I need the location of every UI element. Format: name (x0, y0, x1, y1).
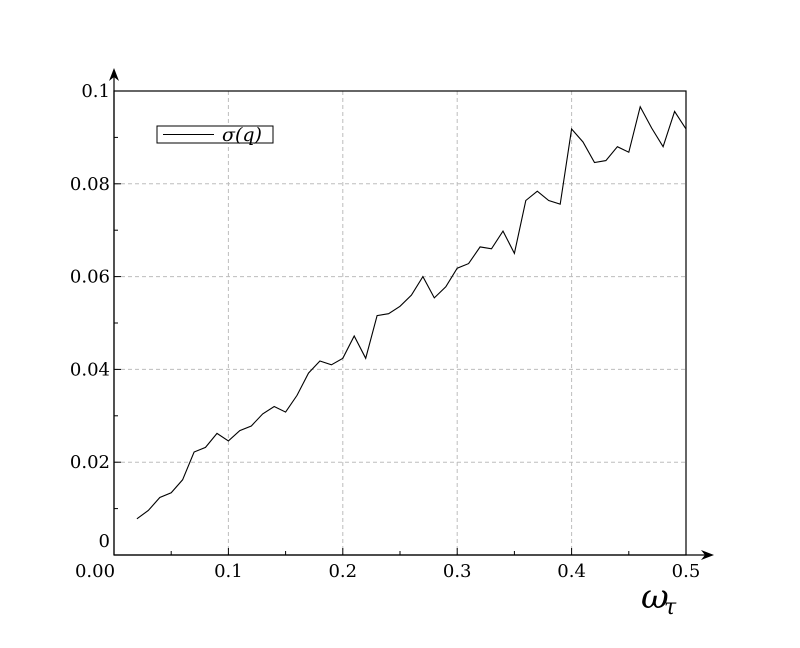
legend: σ(q) (156, 124, 274, 146)
y-tick-label: 0.04 (70, 359, 110, 380)
y-tick-label: 0.1 (81, 81, 110, 102)
y-tick-label: 0.08 (70, 174, 110, 195)
tick-layer: 0.1 0.2 0.3 0.4 0.5 0.00 0 0.02 0.04 0.06 0.08 0.1 (70, 81, 700, 582)
x-tick-label: 0.3 (443, 561, 472, 582)
x-tick-label: 0.2 (328, 561, 357, 582)
x-origin-label: 0.00 (75, 561, 115, 582)
x-tick-label: 0.5 (672, 561, 701, 582)
legend-label: σ(q) (222, 124, 262, 146)
x-axis-label: ω τ (641, 577, 677, 620)
series-layer (136, 105, 687, 520)
y-tick-label: 0.02 (70, 452, 110, 473)
axes (109, 68, 714, 560)
x-axis-label-subscript: τ (664, 595, 677, 620)
y-tick-label: 0 (99, 531, 110, 552)
plot-frame (113, 90, 687, 556)
legend-box (156, 125, 274, 144)
x-tick-label: 0.1 (214, 561, 243, 582)
x-axis-label-main: ω (641, 577, 669, 617)
grid (114, 91, 686, 555)
y-tick-label: 0.06 (70, 267, 110, 288)
series-line (136, 105, 687, 520)
y-axis-arrow (109, 68, 119, 81)
x-axis-arrow (701, 550, 714, 560)
x-tick-label: 0.4 (557, 561, 586, 582)
